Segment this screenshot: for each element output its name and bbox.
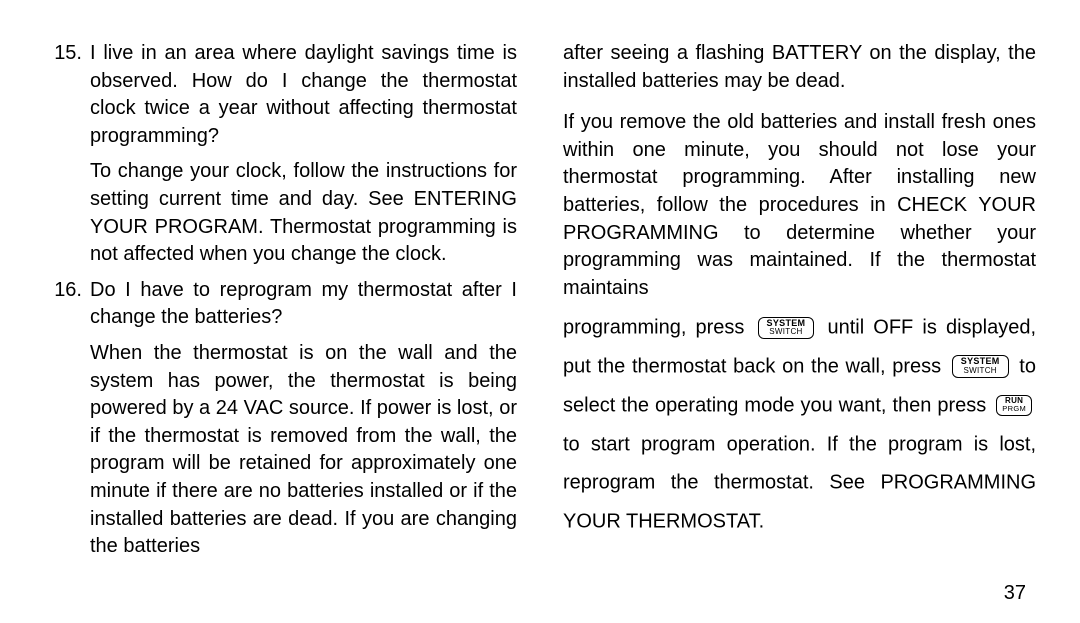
flow-text: programming, press bbox=[563, 317, 754, 339]
run-prgm-button-icon: RUN PRGM bbox=[996, 395, 1032, 416]
faq-question: I live in an area where daylight savings… bbox=[90, 40, 517, 150]
right-column: after seeing a flashing BATTERY on the d… bbox=[563, 40, 1036, 603]
faq-answer: When the thermostat is on the wall and t… bbox=[90, 340, 517, 561]
paragraph: If you remove the old batteries and inst… bbox=[563, 109, 1036, 302]
manual-page: 15. I live in an area where daylight sav… bbox=[0, 0, 1080, 623]
page-number: 37 bbox=[1004, 582, 1026, 605]
faq-item-15: 15. I live in an area where daylight sav… bbox=[44, 40, 517, 150]
system-switch-button-icon: SYSTEM SWITCH bbox=[952, 355, 1009, 378]
faq-item-16: 16. Do I have to reprogram my thermostat… bbox=[44, 277, 517, 332]
left-column: 15. I live in an area where daylight sav… bbox=[44, 40, 517, 603]
faq-answer: To change your clock, follow the instruc… bbox=[90, 158, 517, 268]
button-line2: PRGM bbox=[1002, 405, 1026, 413]
button-line2: SWITCH bbox=[769, 328, 802, 336]
button-line2: SWITCH bbox=[964, 367, 997, 375]
item-number: 16. bbox=[44, 277, 90, 332]
faq-question: Do I have to reprogram my thermostat aft… bbox=[90, 277, 517, 332]
flow-text: to start program operation. If the progr… bbox=[563, 433, 1036, 532]
two-column-layout: 15. I live in an area where daylight sav… bbox=[44, 40, 1036, 603]
system-switch-button-icon: SYSTEM SWITCH bbox=[758, 317, 815, 340]
paragraph: after seeing a flashing BATTERY on the d… bbox=[563, 40, 1036, 95]
instruction-flow: programming, press SYSTEM SWITCH until O… bbox=[563, 308, 1036, 540]
item-number: 15. bbox=[44, 40, 90, 150]
